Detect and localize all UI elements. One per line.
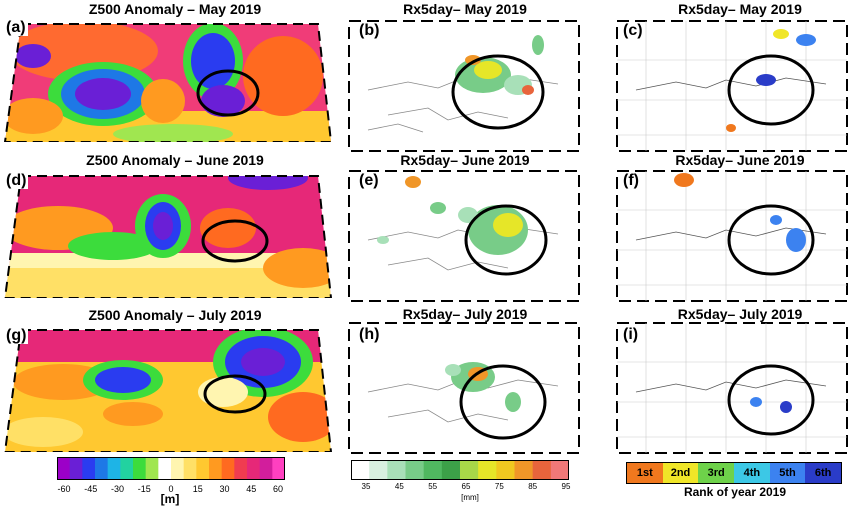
colorbar-tick-label: 45: [394, 482, 404, 491]
colorbar-tick-label: 45: [246, 484, 257, 494]
colorbar-swatch: [133, 457, 147, 480]
label-d: (d): [4, 172, 29, 189]
colorbar-swatch: [532, 460, 552, 480]
colorbar-tick-label: 30: [219, 484, 230, 494]
colorbar-swatch: [209, 457, 223, 480]
colorbar-tick-label: -30: [110, 484, 124, 494]
rx5day-unit: [mm]: [461, 493, 479, 502]
colorbar-border: [351, 460, 569, 480]
label-g: (g): [4, 327, 29, 344]
colorbar-tick-label: 0: [168, 484, 174, 494]
colorbar-swatch: [351, 460, 370, 480]
rx5day-colorbar: [351, 460, 570, 480]
colorbar-swatch: [82, 457, 96, 480]
colorbar-swatch: [158, 457, 172, 480]
title-rx5day-may-b: Rx5day– May 2019: [403, 1, 527, 17]
colorbar-tick-label: 35: [361, 482, 371, 491]
colorbar-swatch: [441, 460, 461, 480]
rank-legend-cell: 1st: [627, 463, 663, 483]
colorbar-border: [57, 457, 285, 480]
map-rx5day-july: [348, 322, 580, 454]
rank-legend: 1st 2nd 3rd 4th 5th 6th: [626, 462, 842, 484]
map-rx5day-may: [348, 20, 580, 152]
map-rank-july: [616, 322, 848, 454]
colorbar-swatch: [57, 457, 71, 480]
colorbar-tick-label: 65: [461, 482, 471, 491]
colorbar-swatch: [107, 457, 121, 480]
colorbar-swatch: [183, 457, 197, 480]
rank-legend-cell: 4th: [734, 463, 770, 483]
colorbar-swatch: [171, 457, 185, 480]
label-c: (c): [621, 22, 645, 39]
z500-colorbar: [57, 457, 286, 480]
colorbar-tick-label: -15: [137, 484, 151, 494]
colorbar-tick-label: 55: [428, 482, 438, 491]
title-rx5day-june-e: Rx5day– June 2019: [400, 152, 530, 168]
label-f: (f): [621, 172, 641, 189]
label-h: (h): [357, 326, 382, 343]
title-z500-june: Z500 Anomaly – June 2019: [86, 152, 264, 168]
colorbar-tick-label: 85: [528, 482, 538, 491]
label-e: (e): [357, 172, 381, 189]
colorbar-tick-label: -60: [57, 484, 71, 494]
title-z500-july: Z500 Anomaly – July 2019: [88, 307, 262, 323]
rank-legend-cell: 3rd: [698, 463, 734, 483]
colorbar-swatch: [234, 457, 248, 480]
z500-unit: [m]: [160, 492, 180, 506]
colorbar-swatch: [221, 457, 235, 480]
map-rank-june: [616, 170, 848, 302]
label-a: (a): [4, 19, 28, 36]
rank-legend-cell: 6th: [805, 463, 841, 483]
colorbar-swatch: [69, 457, 83, 480]
colorbar-tick-label: 15: [192, 484, 203, 494]
colorbar-swatch: [95, 457, 109, 480]
colorbar-swatch: [369, 460, 388, 480]
title-rank-july-i: Rx5day– July 2019: [677, 306, 803, 322]
map-z500-june: [3, 168, 333, 298]
label-i: (i): [621, 326, 641, 343]
rank-legend-cell: 2nd: [662, 463, 699, 483]
map-rx5day-june: [348, 170, 580, 302]
colorbar-swatch: [478, 460, 497, 480]
colorbar-tick-label: 95: [561, 482, 571, 491]
colorbar-swatch: [423, 460, 443, 480]
colorbar-swatch: [145, 457, 159, 480]
colorbar-tick-label: 75: [494, 482, 504, 491]
map-z500-july: [3, 322, 333, 452]
rank-legend-cell: 5th: [769, 463, 806, 483]
colorbar-swatch: [259, 457, 273, 480]
colorbar-tick-label: -45: [84, 484, 98, 494]
colorbar-swatch: [120, 457, 134, 480]
colorbar-swatch: [460, 460, 479, 480]
colorbar-swatch: [272, 457, 286, 480]
colorbar-swatch: [550, 460, 570, 480]
title-rx5day-july-h: Rx5day– July 2019: [402, 306, 528, 322]
colorbar-swatch: [196, 457, 210, 480]
colorbar-swatch: [387, 460, 406, 480]
colorbar-swatch: [247, 457, 261, 480]
colorbar-tick-label: 60: [272, 484, 283, 494]
title-z500-may: Z500 Anomaly – May 2019: [88, 1, 262, 17]
map-z500-may: [3, 16, 333, 142]
title-rank-june-f: Rx5day– June 2019: [675, 152, 805, 168]
title-rank-may-c: Rx5day– May 2019: [678, 1, 802, 17]
rank-legend-caption: Rank of year 2019: [683, 485, 787, 499]
colorbar-swatch: [405, 460, 425, 480]
label-b: (b): [357, 22, 382, 39]
colorbar-swatch: [514, 460, 534, 480]
colorbar-swatch: [496, 460, 515, 480]
map-rank-may: [616, 20, 848, 152]
